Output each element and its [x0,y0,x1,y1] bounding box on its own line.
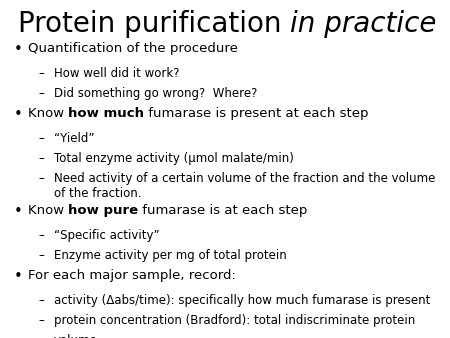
Text: Quantification of the procedure: Quantification of the procedure [28,42,238,55]
Text: how much: how much [68,107,144,120]
Text: Know: Know [28,204,68,217]
Text: Protein purification: Protein purification [18,10,290,38]
Text: •: • [14,107,23,122]
Text: Enzyme activity per mg of total protein: Enzyme activity per mg of total protein [54,249,287,262]
Text: volume: volume [54,334,98,338]
Text: activity (Δabs/time): specifically how much fumarase is present: activity (Δabs/time): specifically how m… [54,294,430,307]
Text: –: – [38,87,44,100]
Text: –: – [38,67,44,80]
Text: how pure: how pure [68,204,139,217]
Text: “Specific activity”: “Specific activity” [54,229,160,242]
Text: –: – [38,132,44,145]
Text: –: – [38,152,44,165]
Text: in practice: in practice [290,10,437,38]
Text: Know: Know [28,107,68,120]
Text: –: – [38,172,44,185]
Text: –: – [38,334,44,338]
Text: •: • [14,269,23,284]
Text: protein concentration (Bradford): total indiscriminate protein: protein concentration (Bradford): total … [54,314,415,327]
Text: –: – [38,314,44,327]
Text: fumarase is present at each step: fumarase is present at each step [144,107,369,120]
Text: Total enzyme activity (μmol malate/min): Total enzyme activity (μmol malate/min) [54,152,294,165]
Text: “Yield”: “Yield” [54,132,94,145]
Text: –: – [38,249,44,262]
Text: •: • [14,204,23,219]
Text: –: – [38,229,44,242]
Text: For each major sample, record:: For each major sample, record: [28,269,236,282]
Text: How well did it work?: How well did it work? [54,67,180,80]
Text: fumarase is at each step: fumarase is at each step [139,204,308,217]
Text: Need activity of a certain volume of the fraction and the volume
of the fraction: Need activity of a certain volume of the… [54,172,436,200]
Text: •: • [14,42,23,57]
Text: –: – [38,294,44,307]
Text: Did something go wrong?  Where?: Did something go wrong? Where? [54,87,257,100]
